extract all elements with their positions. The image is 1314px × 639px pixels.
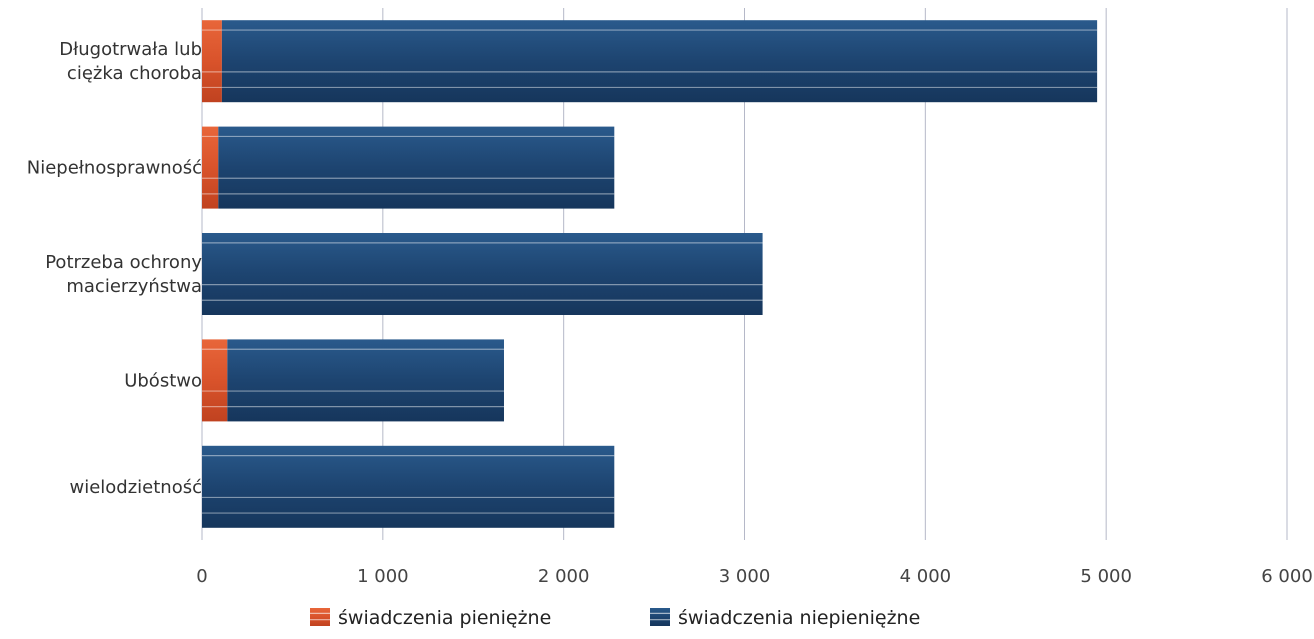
category-label-line: Potrzeba ochrony	[45, 252, 202, 273]
x-tick-label: 0	[196, 566, 207, 587]
legend-swatch	[650, 608, 670, 626]
x-tick-label: 2 000	[538, 566, 590, 587]
bars	[202, 20, 1098, 528]
x-tick-label: 1 000	[357, 566, 409, 587]
legend: świadczenia pieniężne świadczenia niepien…	[310, 607, 920, 629]
legend-label: świadczenia niepieniężne	[678, 607, 920, 629]
category-label-line: ciężka choroba	[67, 63, 202, 84]
x-tick-label: 6 000	[1261, 566, 1313, 587]
category-label-line: Długotrwała lub	[59, 39, 202, 60]
bar-segment	[202, 126, 219, 209]
category-labels: Długotrwała lub ciężka choroba Niepełnospr…	[27, 39, 203, 498]
bar-segment	[227, 339, 504, 422]
x-tick-label: 3 000	[719, 566, 771, 587]
x-tick-label: 4 000	[900, 566, 952, 587]
legend-swatch-rect	[310, 608, 330, 626]
legend-label: świadczenia pieniężne	[338, 607, 551, 629]
category-label: Długotrwała lub ciężka choroba	[59, 39, 202, 84]
legend-swatch	[310, 608, 330, 626]
bar-segment	[202, 339, 228, 422]
category-label: Niepełnosprawność	[27, 158, 202, 179]
x-tick-labels: 0 1 000 2 000 3 000 4 000 5 000 6 000	[196, 566, 1312, 587]
bar-segment	[218, 126, 615, 209]
category-label-line: macierzyństwa	[66, 276, 202, 297]
category-label: Ubóstwo	[124, 370, 202, 391]
bar-segment	[202, 445, 615, 528]
legend-swatch-rect	[650, 608, 670, 626]
category-label: Potrzeba ochrony macierzyństwa	[45, 252, 202, 297]
bar-segment	[221, 20, 1098, 103]
category-label: wielodzietność	[69, 477, 202, 498]
x-tick-label: 5 000	[1080, 566, 1132, 587]
category-label-line: Ubóstwo	[124, 370, 202, 391]
category-label-line: Niepełnosprawność	[27, 158, 202, 179]
bar-segment	[202, 233, 763, 315]
category-label-line: wielodzietność	[69, 477, 202, 498]
bar-segment	[202, 20, 222, 103]
